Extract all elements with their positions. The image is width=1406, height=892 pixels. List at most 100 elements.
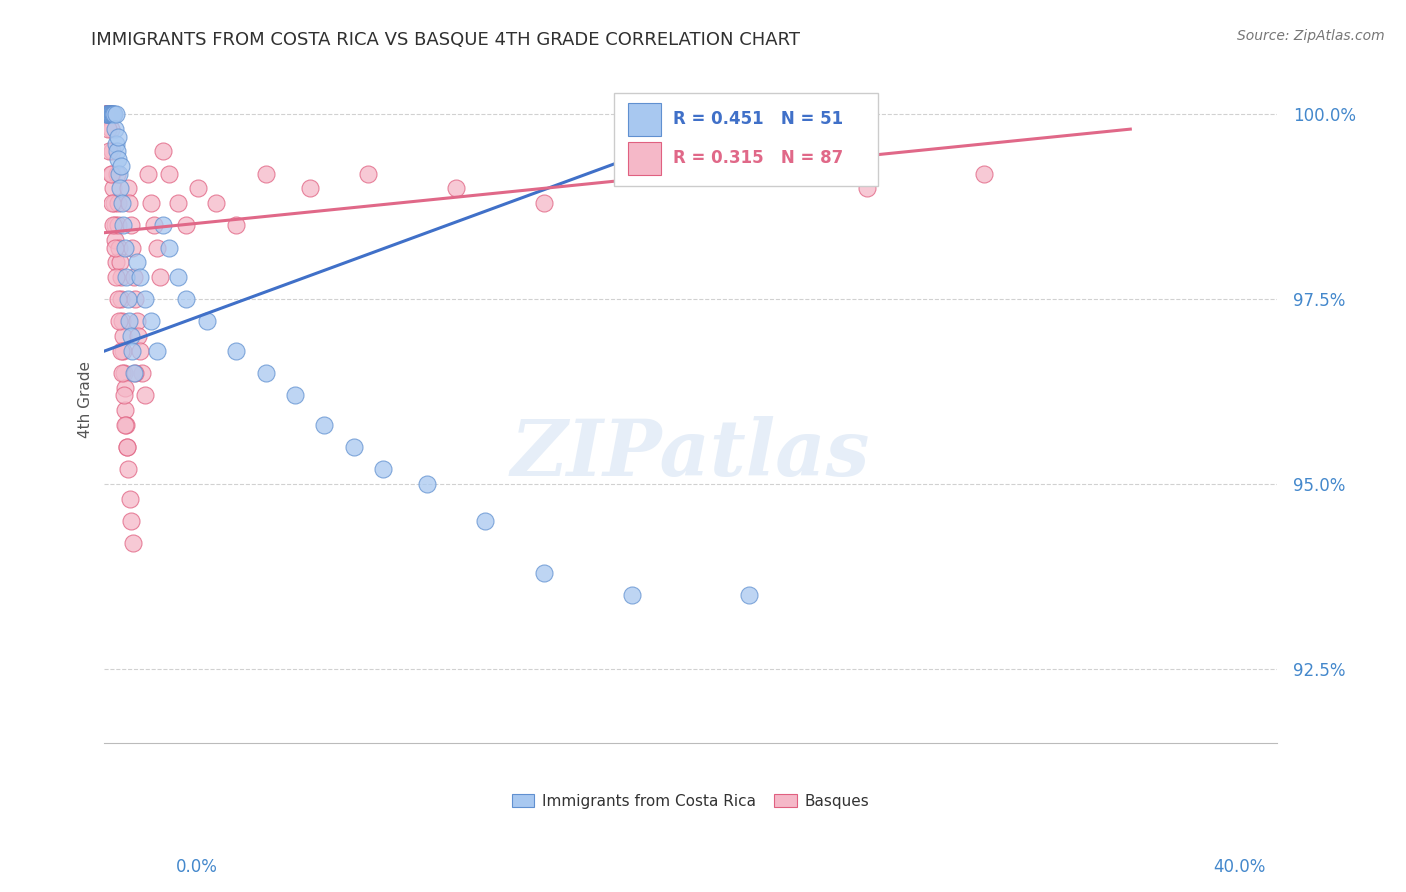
Point bbox=[114, 418, 136, 433]
Point bbox=[134, 293, 156, 307]
Point bbox=[98, 145, 121, 159]
Point bbox=[115, 270, 138, 285]
Point bbox=[107, 129, 129, 144]
Point bbox=[104, 122, 127, 136]
Point bbox=[533, 566, 555, 580]
Point bbox=[108, 240, 131, 254]
Point bbox=[125, 314, 148, 328]
Point bbox=[141, 196, 163, 211]
Point bbox=[98, 107, 121, 121]
Point bbox=[141, 314, 163, 328]
Point bbox=[96, 107, 118, 121]
Point bbox=[97, 107, 120, 121]
Point bbox=[110, 270, 132, 285]
Point bbox=[108, 167, 131, 181]
Point bbox=[124, 293, 146, 307]
Point bbox=[357, 167, 380, 181]
Point bbox=[855, 181, 877, 195]
Point bbox=[97, 107, 120, 121]
Point bbox=[117, 462, 139, 476]
Point bbox=[114, 403, 136, 417]
Point bbox=[149, 270, 172, 285]
Point bbox=[110, 344, 132, 359]
Point bbox=[108, 181, 131, 195]
Point bbox=[105, 167, 128, 181]
Point bbox=[98, 107, 121, 121]
Point bbox=[111, 329, 134, 343]
Point bbox=[254, 366, 277, 380]
Point bbox=[114, 381, 136, 395]
Point bbox=[100, 107, 122, 121]
Point bbox=[105, 145, 128, 159]
Point bbox=[112, 219, 135, 233]
Point bbox=[105, 107, 128, 121]
Point bbox=[134, 388, 156, 402]
Point bbox=[104, 240, 127, 254]
Point bbox=[103, 107, 125, 121]
Point bbox=[98, 107, 121, 121]
Point bbox=[101, 167, 124, 181]
Point bbox=[107, 293, 129, 307]
Point bbox=[128, 270, 150, 285]
Point bbox=[176, 293, 198, 307]
Point bbox=[152, 145, 174, 159]
Point bbox=[166, 196, 188, 211]
Point bbox=[128, 344, 150, 359]
Point bbox=[100, 145, 122, 159]
Point bbox=[122, 366, 145, 380]
Point bbox=[98, 107, 121, 121]
Point bbox=[195, 314, 218, 328]
Point bbox=[124, 366, 146, 380]
Y-axis label: 4th Grade: 4th Grade bbox=[79, 360, 93, 438]
Point bbox=[152, 219, 174, 233]
Point bbox=[110, 293, 132, 307]
Point bbox=[225, 344, 247, 359]
Point bbox=[110, 159, 132, 173]
Point bbox=[105, 270, 128, 285]
Point bbox=[96, 107, 118, 121]
Point bbox=[474, 514, 496, 528]
Point bbox=[125, 255, 148, 269]
Text: 40.0%: 40.0% bbox=[1213, 858, 1265, 876]
Point bbox=[157, 167, 180, 181]
Point bbox=[100, 167, 122, 181]
Point bbox=[121, 240, 143, 254]
Text: R = 0.451   N = 51: R = 0.451 N = 51 bbox=[673, 110, 844, 128]
Point bbox=[342, 440, 364, 454]
Point bbox=[96, 107, 118, 121]
Point bbox=[143, 219, 166, 233]
Point bbox=[108, 255, 131, 269]
Point bbox=[115, 440, 138, 454]
Point bbox=[117, 181, 139, 195]
Point bbox=[107, 219, 129, 233]
Point bbox=[157, 240, 180, 254]
Point bbox=[105, 255, 128, 269]
Point bbox=[94, 107, 117, 121]
Point bbox=[97, 107, 120, 121]
Point bbox=[104, 233, 127, 247]
Point bbox=[187, 181, 209, 195]
Point bbox=[114, 240, 136, 254]
Point bbox=[120, 514, 142, 528]
Point bbox=[204, 196, 226, 211]
Text: ZIPatlas: ZIPatlas bbox=[510, 416, 870, 492]
Point bbox=[96, 107, 118, 121]
Point bbox=[118, 491, 141, 506]
Point bbox=[107, 196, 129, 211]
FancyBboxPatch shape bbox=[614, 93, 879, 186]
Point bbox=[621, 145, 644, 159]
Point bbox=[138, 167, 160, 181]
Point bbox=[122, 270, 145, 285]
Point bbox=[94, 107, 117, 121]
Point bbox=[108, 314, 131, 328]
Point bbox=[533, 196, 555, 211]
Point bbox=[314, 418, 336, 433]
Point bbox=[118, 314, 141, 328]
Point bbox=[621, 588, 644, 602]
Point bbox=[131, 366, 153, 380]
FancyBboxPatch shape bbox=[628, 142, 661, 175]
Point bbox=[738, 167, 761, 181]
Point bbox=[94, 107, 117, 121]
Point bbox=[96, 107, 118, 121]
FancyBboxPatch shape bbox=[628, 103, 661, 136]
